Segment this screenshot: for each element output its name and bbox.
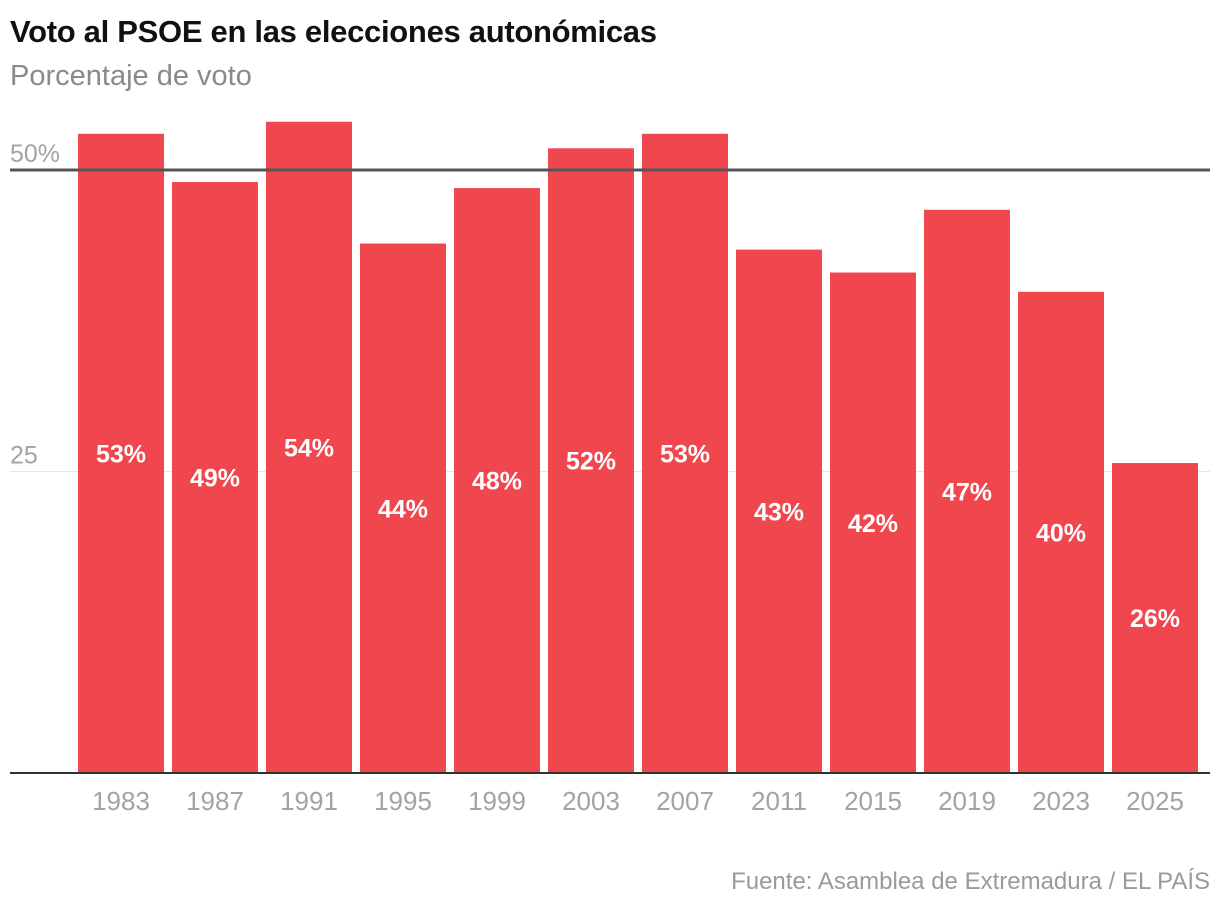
bar-1999 — [454, 188, 540, 774]
bar-chart: 25 50% 53% 49% 54% 44% 48% 52% 53% 43% 42% 47% 40% 2… — [10, 121, 1210, 816]
data-label-1995: 44% — [378, 495, 428, 523]
chart-subtitle: Porcentaje de voto — [10, 60, 252, 92]
data-label-2011: 43% — [754, 498, 804, 526]
data-label-2015: 42% — [848, 510, 898, 538]
x-tick-label-2015: 2015 — [844, 786, 902, 816]
x-axis: 1983 1987 1991 1995 1999 2003 2007 2011 2015 2019… — [10, 772, 1210, 816]
bar-2007 — [642, 133, 728, 773]
chart-title: Voto al PSOE en las elecciones autonómic… — [10, 14, 657, 49]
bar-2015 — [830, 272, 916, 773]
x-tick-label-1987: 1987 — [186, 786, 244, 816]
bar-2003 — [548, 148, 634, 774]
x-tick-label-1995: 1995 — [374, 786, 432, 816]
data-label-1991: 54% — [284, 434, 334, 462]
x-tick-label-1991: 1991 — [280, 786, 338, 816]
x-tick-label-2003: 2003 — [562, 786, 620, 816]
bar-2023 — [1018, 291, 1104, 773]
bar-1995 — [360, 243, 446, 774]
y-tick-label-25: 25 — [10, 442, 38, 470]
x-tick-label-1999: 1999 — [468, 786, 526, 816]
data-label-2007: 53% — [660, 440, 710, 468]
data-label-1999: 48% — [472, 468, 522, 496]
y-tick-label-50: 50% — [10, 140, 60, 168]
data-label-2025: 26% — [1130, 605, 1180, 633]
bar-1987 — [172, 182, 258, 773]
bar-2019 — [924, 209, 1010, 774]
x-tick-label-1983: 1983 — [92, 786, 150, 816]
bar-2025 — [1112, 463, 1198, 773]
data-label-1983: 53% — [96, 440, 146, 468]
labels-layer: 53% 49% 54% 44% 48% 52% 53% 43% 42% 47% 40% 26% — [96, 434, 1180, 633]
x-tick-label-2007: 2007 — [656, 786, 714, 816]
data-label-1987: 49% — [190, 465, 240, 493]
data-label-2019: 47% — [942, 478, 992, 506]
data-label-2003: 52% — [566, 448, 616, 476]
bar-2011 — [736, 249, 822, 773]
bar-1991 — [266, 121, 352, 773]
data-label-2023: 40% — [1036, 519, 1086, 547]
x-tick-label-2025: 2025 — [1126, 786, 1184, 816]
x-tick-label-2011: 2011 — [751, 786, 807, 816]
bar-1983 — [78, 133, 164, 773]
source-note: Fuente: Asamblea de Extremadura / EL PAÍ… — [731, 868, 1210, 895]
x-tick-label-2023: 2023 — [1032, 786, 1090, 816]
x-tick-label-2019: 2019 — [938, 786, 996, 816]
bars-layer — [78, 121, 1198, 774]
